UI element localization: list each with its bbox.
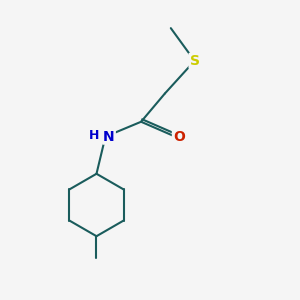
Text: S: S bbox=[190, 54, 200, 68]
Text: N: N bbox=[103, 130, 115, 144]
Text: H: H bbox=[89, 129, 99, 142]
Text: O: O bbox=[173, 130, 185, 144]
